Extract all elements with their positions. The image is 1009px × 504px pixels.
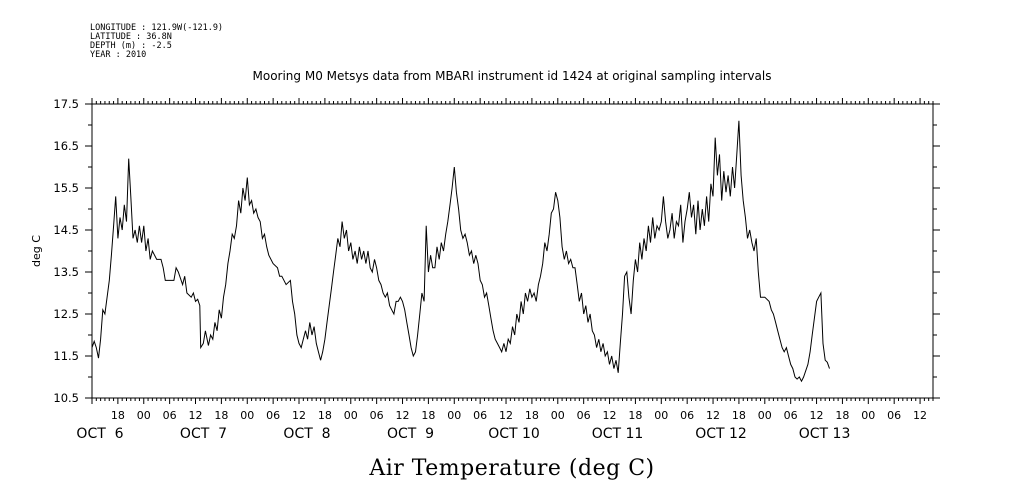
x-axis [91,98,934,404]
x-hour-label: 18 [421,409,435,422]
x-hour-label: 00 [344,409,358,422]
y-tick-label: 10.5 [53,391,79,405]
x-hour-label: 06 [370,409,384,422]
x-hour-label: 12 [603,409,617,422]
x-hour-label: 18 [732,409,746,422]
x-hour-labels: 18 00 06 12 18 00 06 12 18 00 06 12 18 00 06 12 18 00 06 12… [111,409,927,422]
station-metadata: LONGITUDE : 121.9W(-121.9) LATITUDE : 36… [90,23,223,60]
y-tick-label: 17.5 [53,97,79,111]
x-hour-label: 18 [111,409,125,422]
y-axis: 10.5 11.5 12.5 13.5 14.5 15.5 16.5 17.5 [53,97,940,405]
plot-frame [91,103,934,399]
y-tick-label: 13.5 [53,265,79,279]
x-hour-label: 00 [861,409,875,422]
x-hour-label: 12 [189,409,203,422]
chart-title: Mooring M0 Metsys data from MBARI instru… [253,69,772,83]
y-tick-label: 11.5 [53,349,79,363]
x-axis-title: Air Temperature (deg C) [368,456,654,481]
x-hour-label: 12 [706,409,720,422]
x-hour-label: 18 [525,409,539,422]
x-hour-label: 12 [292,409,306,422]
x-day-labels: OCT 6 OCT 7 OCT 8 OCT 9 OCT 10 OCT 11 OCT 12 OC… [76,426,850,442]
x-day-label: OCT 7 [180,426,227,442]
y-tick-label: 15.5 [53,181,79,195]
x-hour-label: 18 [835,409,849,422]
x-day-label: OCT 13 [799,426,851,442]
y-tick-label: 14.5 [53,223,79,237]
y-tick-label: 12.5 [53,307,79,321]
x-day-label: OCT 11 [592,426,644,442]
x-hour-label: 00 [551,409,565,422]
x-hour-label: 12 [396,409,410,422]
x-hour-label: 06 [473,409,487,422]
x-hour-label: 06 [680,409,694,422]
x-day-label: OCT 10 [488,426,540,442]
x-day-label: OCT 9 [387,426,434,442]
x-day-label: OCT 8 [283,426,330,442]
x-hour-label: 12 [499,409,513,422]
x-hour-label: 06 [163,409,177,422]
x-hour-label: 18 [214,409,228,422]
x-day-label: OCT 6 [76,426,123,442]
meta-line: LATITUDE : 36.8N [90,32,172,42]
y-axis-label: deg C [30,235,43,267]
meta-line: DEPTH (m) : -2.5 [90,41,172,51]
x-hour-label: 00 [447,409,461,422]
y-tick-label: 16.5 [53,139,79,153]
x-hour-label: 12 [913,409,927,422]
x-hour-label: 00 [654,409,668,422]
x-hour-label: 06 [266,409,280,422]
x-hour-label: 00 [758,409,772,422]
meta-line: LONGITUDE : 121.9W(-121.9) [90,23,223,33]
x-hour-label: 18 [628,409,642,422]
x-hour-label: 12 [810,409,824,422]
x-hour-label: 00 [137,409,151,422]
x-hour-label: 00 [240,409,254,422]
meta-line: YEAR : 2010 [90,50,146,60]
x-day-label: OCT 12 [695,426,747,442]
x-hour-label: 06 [784,409,798,422]
x-hour-label: 06 [887,409,901,422]
x-hour-label: 18 [318,409,332,422]
series-line-air-temperature [91,120,830,383]
x-hour-label: 06 [577,409,591,422]
